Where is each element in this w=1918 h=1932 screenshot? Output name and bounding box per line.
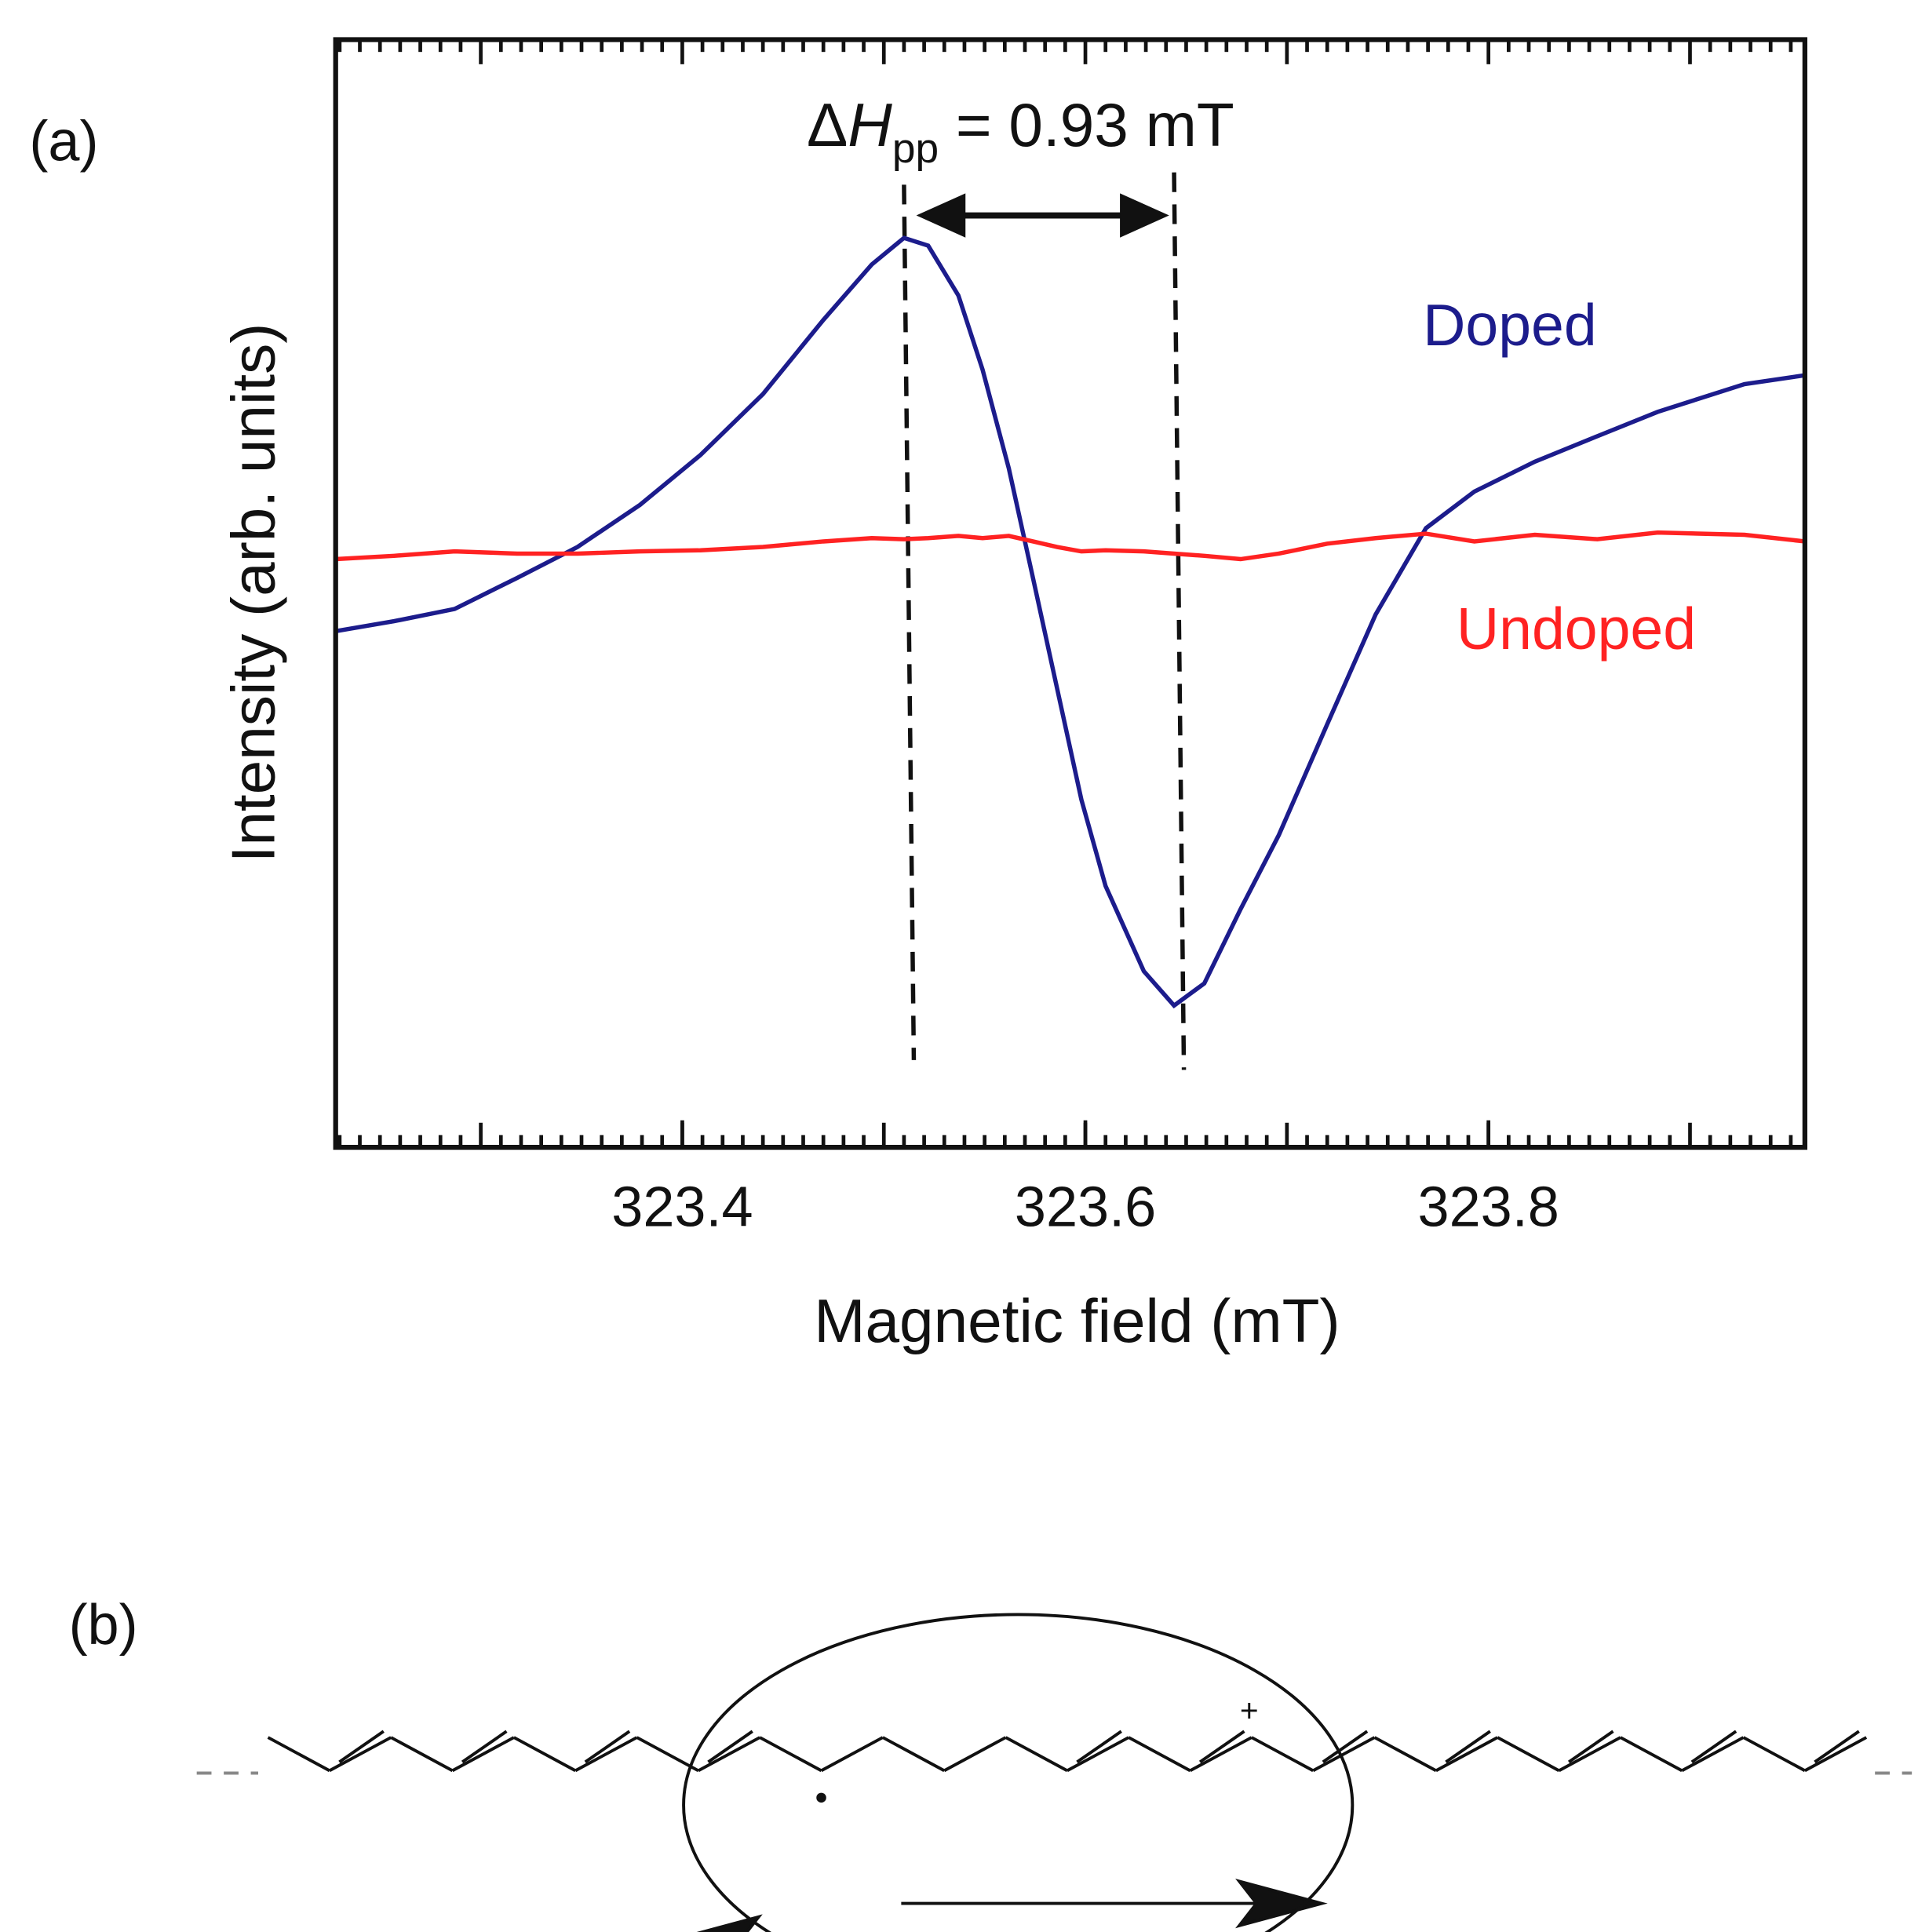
double-bond <box>1567 1730 1614 1764</box>
double-bond <box>1322 1730 1369 1764</box>
annotation-delta: Δ <box>807 90 848 159</box>
double-bond <box>338 1730 385 1764</box>
double-bond <box>1814 1730 1860 1764</box>
legend-label: Doped <box>1423 292 1597 358</box>
y-axis-label: Intensity (arb. units) <box>219 323 288 863</box>
double-bond <box>1198 1730 1245 1764</box>
chain-bond <box>512 1736 577 1773</box>
chain-bond <box>1742 1736 1806 1773</box>
radical-dot <box>816 1792 826 1803</box>
chain-bond <box>1435 1736 1499 1773</box>
chain-bond <box>1128 1736 1191 1773</box>
chain-bond <box>1189 1736 1253 1773</box>
peak-line <box>902 184 917 1060</box>
chain-bond <box>943 1736 1007 1773</box>
double-bond <box>584 1730 631 1764</box>
chain-bond <box>451 1736 515 1773</box>
series-line <box>335 235 1806 1009</box>
plot-frame <box>333 37 1807 1150</box>
arrow-head <box>1235 1878 1328 1929</box>
double-bond <box>461 1730 508 1764</box>
panel-label-b: (b) <box>69 1594 138 1657</box>
peak-line <box>1172 172 1187 1070</box>
linewidth-annotation: ΔHpp = 0.93 mT <box>807 90 1234 173</box>
chain-bond <box>390 1736 454 1773</box>
double-bond <box>707 1730 753 1764</box>
x-axis-label: Magnetic field (mT) <box>814 1286 1340 1355</box>
series-line <box>335 530 1806 562</box>
chain-bond <box>1619 1736 1683 1773</box>
chain-bond <box>574 1736 638 1773</box>
chain-bond <box>1558 1736 1621 1773</box>
chain-bond <box>328 1736 392 1773</box>
chain-bond <box>759 1736 822 1773</box>
chain-bond <box>1005 1736 1068 1773</box>
arrow-head <box>1120 193 1169 238</box>
chain-bond <box>1066 1736 1130 1773</box>
panel-label: (a) <box>29 110 98 173</box>
chain-bond <box>1373 1736 1437 1773</box>
polymer-diagram <box>196 1613 1913 1932</box>
charge-sign: + <box>1240 1693 1259 1729</box>
chain-bond <box>881 1736 946 1773</box>
legend-label: Undoped <box>1457 596 1696 662</box>
chain-bond <box>636 1736 699 1773</box>
chain-bond <box>697 1736 761 1773</box>
x-tick-label: 323.6 <box>1015 1176 1156 1239</box>
annotation-subscript: pp <box>892 126 939 172</box>
x-tick-label: 323.8 <box>1418 1176 1559 1239</box>
chain-bond <box>820 1736 884 1773</box>
polaron-ellipse <box>682 1613 1355 1932</box>
chain-bond <box>1681 1736 1745 1773</box>
double-bond <box>1690 1730 1738 1764</box>
chain-bond <box>1250 1736 1315 1773</box>
annotation-symbol: H <box>848 90 892 159</box>
chain-bond <box>1803 1736 1868 1773</box>
arrow-head <box>696 1914 763 1932</box>
annotation-text: = 0.93 mT <box>939 90 1234 159</box>
arrow-head <box>916 193 966 238</box>
chain-bond <box>267 1736 330 1773</box>
double-bond <box>1076 1730 1122 1764</box>
double-bond <box>1445 1730 1491 1764</box>
chain-bond <box>1312 1736 1376 1773</box>
chain-bond <box>1497 1736 1560 1773</box>
x-tick-label: 323.4 <box>611 1176 753 1239</box>
plot-area <box>335 39 1806 1148</box>
